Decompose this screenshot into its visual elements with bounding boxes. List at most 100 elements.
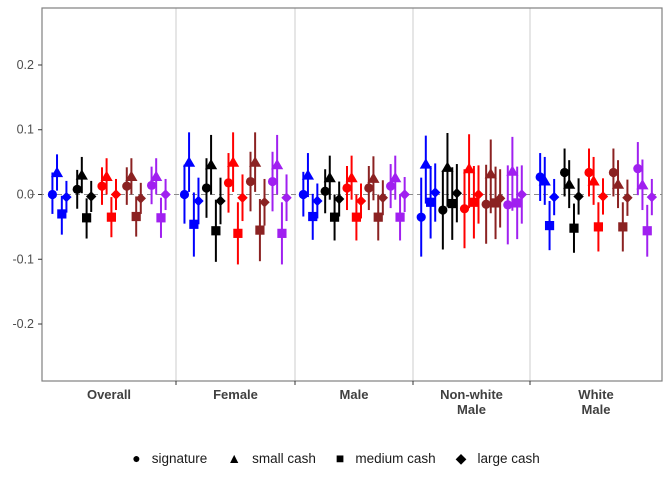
point-diamond — [135, 193, 146, 204]
legend-item-medium-cash: ■ medium cash — [336, 451, 436, 466]
point-triangle — [182, 156, 196, 167]
point-triangle — [506, 165, 519, 176]
point-diamond — [61, 191, 72, 203]
point-circle — [122, 181, 132, 191]
y-tick-label: -0.1 — [12, 252, 34, 266]
point-diamond — [597, 191, 609, 202]
point-square — [57, 209, 67, 219]
point-circle — [320, 186, 330, 196]
legend-item-signature: ● signature — [132, 451, 207, 466]
point-triangle — [563, 178, 576, 189]
point-circle — [481, 199, 491, 209]
point-diamond — [160, 189, 171, 200]
point-triangle — [227, 156, 240, 167]
point-square — [233, 228, 243, 238]
point-square — [512, 198, 522, 208]
facet-non-white-male — [416, 132, 527, 257]
y-axis: 0.2 0.1 0.0 -0.1 -0.2 — [12, 58, 42, 331]
point-circle — [179, 189, 190, 200]
point-diamond — [193, 195, 204, 207]
point-circle — [146, 180, 157, 191]
point-square — [618, 222, 628, 232]
point-circle — [386, 181, 396, 191]
point-square — [156, 213, 166, 223]
facet-female — [179, 132, 292, 265]
legend-label-small-cash: small cash — [252, 450, 316, 466]
point-square — [277, 228, 287, 238]
facet-white-male — [535, 142, 658, 257]
point-diamond — [430, 187, 441, 198]
point-square — [82, 213, 92, 223]
square-icon: ■ — [335, 450, 345, 466]
point-triangle — [204, 158, 218, 170]
point-circle — [342, 183, 352, 193]
facet-male — [298, 153, 410, 241]
point-square — [329, 212, 340, 222]
point-diamond — [355, 195, 367, 207]
point-square — [426, 197, 436, 207]
point-square — [593, 222, 603, 232]
y-tick-label: 0.0 — [17, 188, 34, 202]
point-diamond — [473, 189, 484, 200]
point-square — [106, 212, 116, 222]
facet-label: Female — [213, 387, 258, 402]
point-diamond — [646, 191, 658, 203]
point-diamond — [110, 189, 122, 200]
point-triangle — [419, 158, 432, 169]
point-circle — [459, 204, 470, 214]
legend-item-small-cash: ▲ small cash — [227, 451, 316, 466]
point-circle — [97, 181, 107, 191]
point-triangle — [323, 171, 336, 183]
facet-label: Overall — [87, 387, 131, 402]
point-triangle — [75, 169, 88, 180]
point-square — [469, 197, 479, 207]
point-circle — [364, 183, 374, 193]
point-triangle — [50, 166, 64, 178]
point-triangle — [484, 167, 497, 179]
point-diamond — [259, 197, 270, 208]
point-square — [308, 211, 318, 222]
point-square — [255, 225, 265, 235]
point-diamond — [86, 191, 97, 202]
circle-icon: ● — [132, 450, 141, 466]
facet-label: White — [578, 387, 613, 402]
point-triangle — [389, 171, 402, 183]
legend-label-signature: signature — [151, 450, 208, 466]
facet-label: Male — [582, 402, 611, 417]
point-diamond — [399, 189, 410, 200]
point-triangle — [463, 162, 476, 174]
point-circle — [416, 212, 426, 222]
facet-overall — [47, 154, 171, 239]
point-square — [211, 226, 221, 236]
point-triangle — [611, 178, 625, 189]
point-square — [131, 211, 141, 222]
facet-label: Male — [340, 387, 369, 402]
point-square — [642, 226, 652, 236]
point-triangle — [271, 158, 284, 170]
point-circle — [608, 167, 619, 178]
point-diamond — [215, 195, 226, 207]
point-diamond — [281, 192, 292, 203]
point-circle — [245, 176, 256, 187]
point-square — [351, 212, 361, 222]
y-tick-label: -0.2 — [12, 317, 34, 331]
point-circle — [267, 176, 278, 187]
point-triangle — [367, 172, 380, 183]
y-tick-label: 0.1 — [17, 123, 34, 137]
point-diamond — [377, 192, 389, 203]
point-triangle — [345, 171, 358, 183]
point-triangle — [125, 170, 138, 181]
point-diamond — [516, 189, 527, 200]
point-square — [395, 212, 405, 222]
point-circle — [223, 178, 234, 188]
point-diamond — [312, 195, 323, 207]
facet-label: Male — [457, 402, 486, 417]
point-diamond — [573, 191, 584, 202]
point-circle — [298, 189, 308, 200]
point-circle — [503, 200, 513, 210]
point-circle — [72, 184, 82, 194]
point-diamond — [548, 191, 560, 203]
